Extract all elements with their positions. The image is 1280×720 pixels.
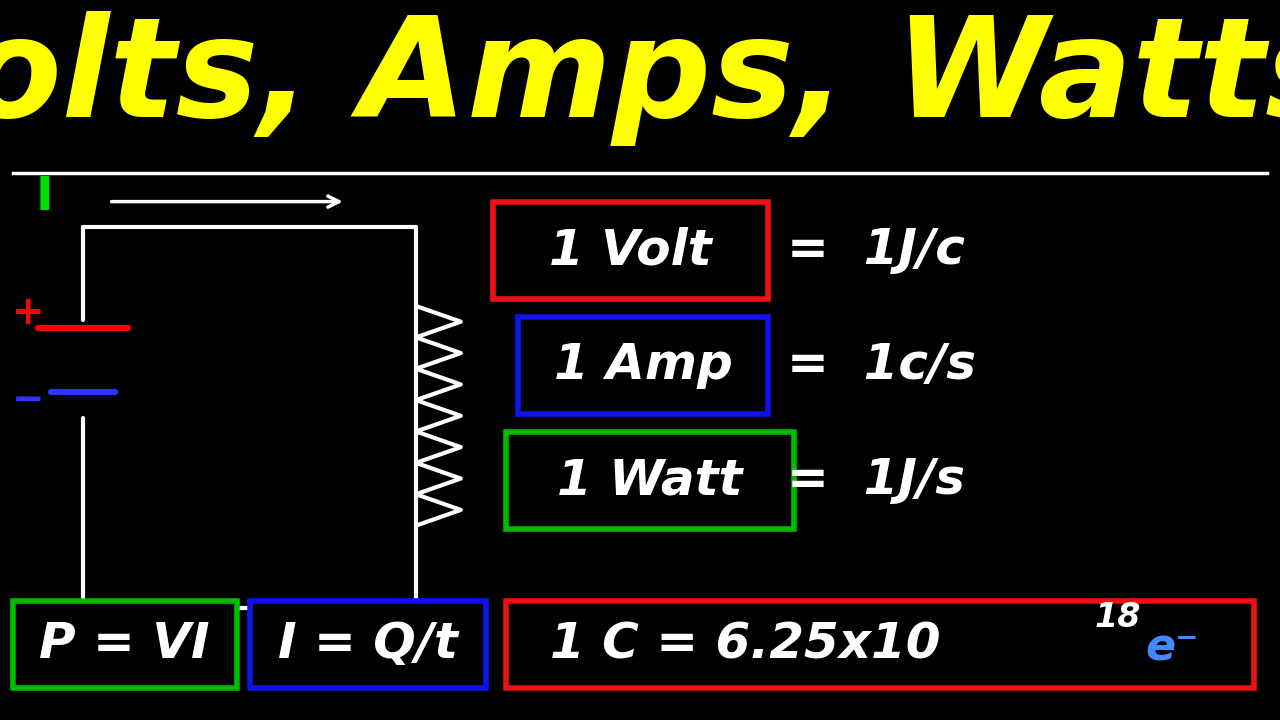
Text: +: + [12, 294, 45, 332]
FancyBboxPatch shape [506, 432, 794, 529]
Text: P = VI: P = VI [40, 621, 210, 668]
Text: 1 Volt: 1 Volt [549, 226, 712, 274]
Text: I = Q/t: I = Q/t [278, 621, 458, 668]
Text: −: − [12, 381, 45, 418]
Text: e⁻: e⁻ [1146, 626, 1199, 670]
Text: I: I [36, 176, 54, 220]
Text: 1 C = 6.25x10: 1 C = 6.25x10 [550, 621, 941, 668]
Text: =  1c/s: = 1c/s [787, 341, 977, 389]
Text: 18: 18 [1094, 600, 1140, 634]
FancyBboxPatch shape [250, 601, 486, 688]
Text: =  1J/s: = 1J/s [787, 456, 965, 504]
Text: =  1J/c: = 1J/c [787, 226, 965, 274]
Text: 1 Amp: 1 Amp [554, 341, 732, 390]
FancyBboxPatch shape [13, 601, 237, 688]
Text: 1 Watt: 1 Watt [557, 456, 742, 505]
Text: Volts, Amps, Watts!: Volts, Amps, Watts! [0, 11, 1280, 145]
FancyBboxPatch shape [506, 601, 1254, 688]
FancyBboxPatch shape [493, 202, 768, 299]
FancyBboxPatch shape [518, 317, 768, 414]
